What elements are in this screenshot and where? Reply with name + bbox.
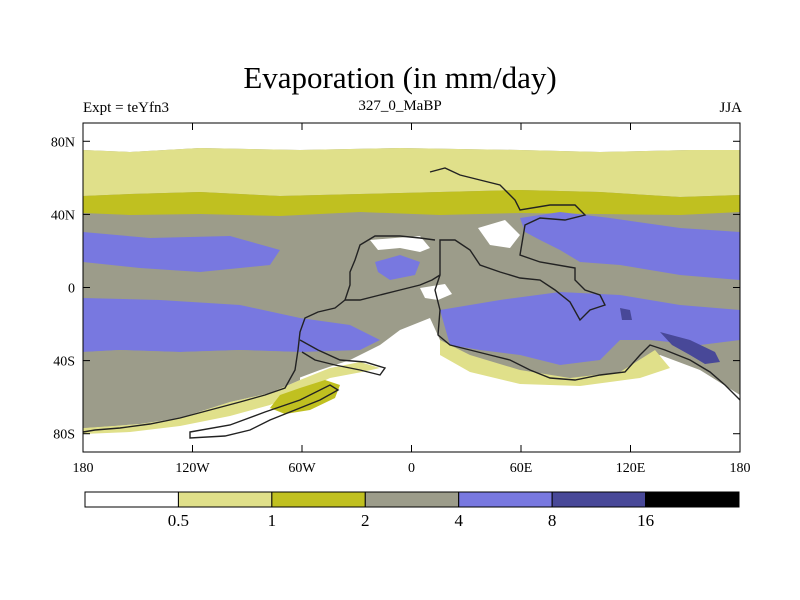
- band-4-8-indian: [440, 292, 740, 365]
- colorbar-swatch: [645, 491, 740, 508]
- colorbar-swatch: [177, 491, 273, 508]
- colorbar-label: 0.5: [168, 511, 189, 530]
- lon-tick-label: 60W: [288, 461, 316, 476]
- lon-tick-label: 0: [408, 461, 415, 476]
- colorbar-label: 1: [268, 511, 277, 530]
- lon-tick-label: 180: [730, 461, 751, 476]
- lon-tick-label: 180: [73, 461, 94, 476]
- band-4-8-south: [83, 298, 380, 352]
- lat-tick-label: 80N: [51, 135, 75, 150]
- lat-tick-label: 80S: [53, 428, 75, 443]
- lon-tick-label: 120W: [175, 461, 210, 476]
- coastline-antarctic-2: [299, 339, 387, 376]
- colorbar-label: 16: [637, 511, 654, 530]
- chart-title: Evaporation (in mm/day): [243, 60, 557, 95]
- colorbar-label: 8: [548, 511, 557, 530]
- band-lt0_5-north: [83, 123, 740, 152]
- coastline-pangaea: [429, 167, 740, 401]
- colorbar-label: 2: [361, 511, 370, 530]
- band-0_5-1-southern-indian: [440, 340, 670, 386]
- band-1-2-north: [83, 190, 740, 216]
- colorbar-label: 4: [454, 511, 463, 530]
- lat-tick-label: 0: [68, 282, 75, 297]
- colorbar-swatch: [271, 491, 366, 508]
- band-0_5-1-south: [83, 362, 380, 434]
- colorbar-swatch: [364, 491, 460, 508]
- lat-tick-label: 40N: [51, 208, 75, 223]
- band-4-8-africa: [375, 255, 420, 280]
- lon-tick-label: 60E: [510, 461, 533, 476]
- band-4-8-north: [83, 232, 280, 272]
- period-label: 327_0_MaBP: [358, 98, 442, 114]
- lon-tick-label: 120E: [616, 461, 646, 476]
- coastline-south-west: [83, 299, 346, 433]
- experiment-label: Expt = teYfn3: [83, 100, 169, 116]
- coastline-layer: [83, 167, 740, 439]
- coastline-antarctic-1: [189, 384, 340, 439]
- band-lt0_5-arabia: [478, 220, 520, 248]
- coastline-west: [344, 235, 441, 301]
- axis-layer: 80N 40N 0 40S 80S 180 120W 60W 0 60E 120E 180: [51, 123, 751, 476]
- band-2-4-south: [83, 350, 300, 428]
- band-8-16-patch-1: [660, 332, 720, 364]
- colorbar-swatch: [551, 491, 647, 508]
- colorbar-swatch: [458, 491, 553, 508]
- band-8-16-patch-2: [620, 308, 632, 320]
- colorbar: 0.5 1 2 4 8 16: [84, 491, 740, 530]
- season-label: JJA: [719, 100, 742, 116]
- lat-tick-label: 40S: [53, 355, 75, 370]
- colorbar-swatch: [84, 491, 179, 508]
- band-4-8-asia: [520, 212, 740, 280]
- band-lt0_5-sahara: [370, 236, 430, 252]
- band-0_5-1-north: [83, 148, 740, 197]
